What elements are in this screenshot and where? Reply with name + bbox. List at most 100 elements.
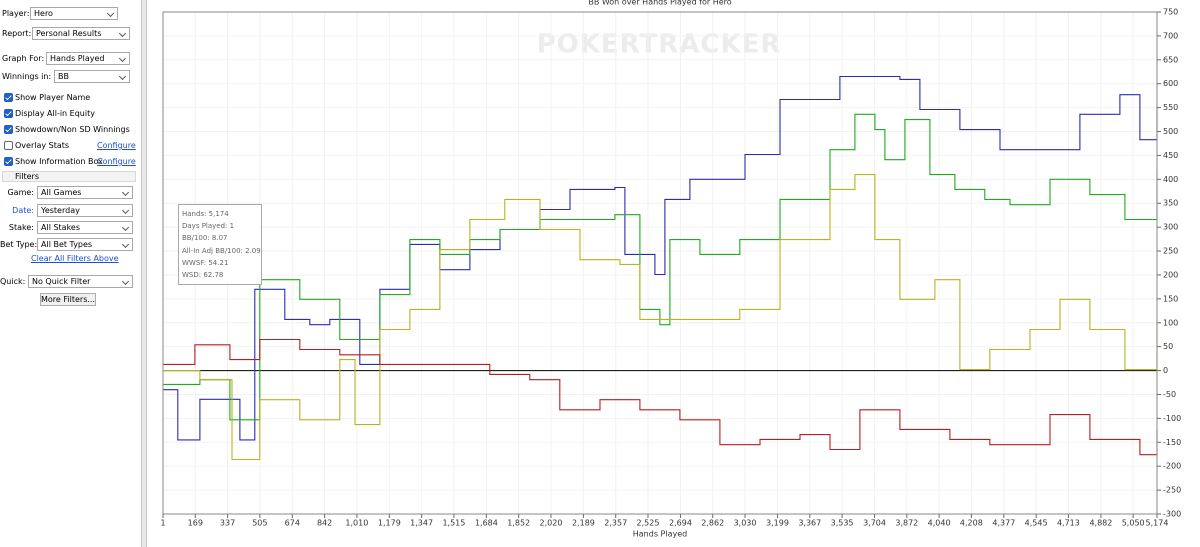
watermark: POKERTRACKER <box>537 30 782 60</box>
x-tick-label: 1,347 <box>410 519 433 528</box>
dropdown[interactable]: All Games <box>37 186 133 199</box>
y-tick-label: 450 <box>1163 151 1178 160</box>
y-tick-label: -300 <box>1163 510 1181 519</box>
y-tick-label: 600 <box>1163 79 1178 88</box>
x-tick-label: 5,174 <box>1146 519 1169 528</box>
series-line <box>163 113 1158 421</box>
x-tick-label: 4,377 <box>992 519 1015 528</box>
info-line: All-In Adj BB/100: 2.09 <box>182 246 261 255</box>
checkbox-label[interactable]: Overlay Stats <box>15 141 70 150</box>
x-tick-label: 3,872 <box>895 519 918 528</box>
x-tick-label: 5,050 <box>1122 519 1145 528</box>
y-tick-label: 100 <box>1163 318 1178 327</box>
x-tick-label: 3,367 <box>798 519 821 528</box>
dropdown[interactable]: Hero <box>30 7 118 20</box>
field-label: Player: <box>2 9 30 18</box>
y-tick-label: 750 <box>1163 8 1178 17</box>
x-tick-label: 3,535 <box>831 519 854 528</box>
splitter <box>141 0 147 547</box>
x-tick-label: 4,040 <box>928 519 951 528</box>
y-tick-label: 50 <box>1163 342 1173 351</box>
field-label: Report: <box>2 29 32 38</box>
y-tick-label: -50 <box>1163 390 1176 399</box>
filter-label: Date: <box>12 206 34 215</box>
checkbox-label[interactable]: Show Information Box <box>15 157 103 166</box>
field-label: Winnings in: <box>2 72 52 81</box>
dropdown[interactable]: All Bet Types <box>37 238 133 251</box>
y-tick-label: 550 <box>1163 103 1178 112</box>
x-tick-label: 2,525 <box>637 519 660 528</box>
x-tick-label: 674 <box>285 519 300 528</box>
y-tick-label: 650 <box>1163 55 1178 64</box>
x-tick-label: 4,882 <box>1089 519 1112 528</box>
x-tick-label: 1,684 <box>475 519 498 528</box>
filter-label: Game: <box>7 188 34 197</box>
x-tick-label: 505 <box>252 519 267 528</box>
series-line <box>163 75 1158 441</box>
x-tick-label: 1,179 <box>378 519 401 528</box>
chart-title: BB Won over Hands Played for Hero <box>588 0 731 7</box>
x-tick-label: 1,852 <box>507 519 530 528</box>
info-line: WSD: 62.78 <box>182 270 224 279</box>
checkbox[interactable] <box>4 109 13 118</box>
x-tick-label: 169 <box>188 519 203 528</box>
filter-label: Stake: <box>8 223 34 232</box>
y-tick-label: -250 <box>1163 486 1181 495</box>
y-tick-label: 200 <box>1163 270 1178 279</box>
dropdown[interactable]: Personal Results <box>32 27 130 40</box>
x-tick-label: 337 <box>220 519 235 528</box>
plot-frame <box>162 11 1158 515</box>
checkbox[interactable] <box>4 93 13 102</box>
dropdown[interactable]: Hands Played <box>46 52 130 65</box>
filters-header[interactable]: Filters <box>2 171 136 182</box>
x-tick-label: 1,010 <box>345 519 368 528</box>
y-tick-label: -150 <box>1163 438 1181 447</box>
info-line: Days Played: 1 <box>182 222 235 231</box>
x-tick-label: 1,515 <box>442 519 465 528</box>
filter-label: Bet Type: <box>0 240 38 249</box>
chart: BB Won over Hands Played for Hero POKERTR… <box>160 0 1181 539</box>
y-tick-label: 250 <box>1163 247 1178 256</box>
configure-link[interactable]: Configure <box>97 157 136 166</box>
x-tick-label: 3,199 <box>766 519 789 528</box>
x-tick-label: 4,545 <box>1025 519 1048 528</box>
x-tick-label: 4,713 <box>1057 519 1080 528</box>
y-tick-label: 500 <box>1163 127 1178 136</box>
checkbox-label[interactable]: Show Player Name <box>15 93 91 102</box>
checkbox[interactable] <box>4 125 13 134</box>
checkbox-label[interactable]: Display All-in Equity <box>15 109 95 118</box>
configure-link[interactable]: Configure <box>97 141 136 150</box>
x-tick-label: 2,357 <box>604 519 627 528</box>
x-tick-label: 4,208 <box>960 519 983 528</box>
checkbox[interactable] <box>4 141 13 150</box>
more-filters-button[interactable]: More Filters... <box>40 293 96 306</box>
x-tick-label: 2,862 <box>701 519 724 528</box>
x-tick-label: 3,704 <box>863 519 886 528</box>
dropdown[interactable]: All Stakes <box>37 221 133 234</box>
info-line: BB/100: 8.07 <box>182 234 228 243</box>
x-tick-label: 1 <box>160 519 165 528</box>
info-line: Hands: 5,174 <box>182 210 229 218</box>
dropdown[interactable]: No Quick Filter <box>28 275 133 288</box>
quick-label: Quick: <box>0 277 26 286</box>
dropdown[interactable]: Yesterday <box>37 204 133 217</box>
series-line <box>163 338 1158 456</box>
y-tick-label: -200 <box>1163 462 1181 471</box>
field-label: Graph For: <box>2 54 45 63</box>
y-tick-label: -100 <box>1163 414 1181 423</box>
y-tick-label: 150 <box>1163 294 1178 303</box>
clear-filters-link[interactable]: Clear All Filters Above <box>31 254 119 263</box>
series-line <box>163 174 1158 461</box>
y-tick-label: 300 <box>1163 223 1178 232</box>
x-tick-label: 842 <box>317 519 332 528</box>
x-tick-label: 2,694 <box>669 519 692 528</box>
info-line: WWSF: 54.21 <box>182 258 229 267</box>
checkbox-label[interactable]: Showdown/Non SD Winnings <box>15 125 130 134</box>
y-tick-label: 350 <box>1163 199 1178 208</box>
x-axis-label: Hands Played <box>633 530 687 539</box>
y-tick-label: 0 <box>1163 366 1168 375</box>
x-tick-label: 2,020 <box>540 519 563 528</box>
dropdown[interactable]: BB <box>54 70 130 83</box>
checkbox[interactable] <box>4 157 13 166</box>
